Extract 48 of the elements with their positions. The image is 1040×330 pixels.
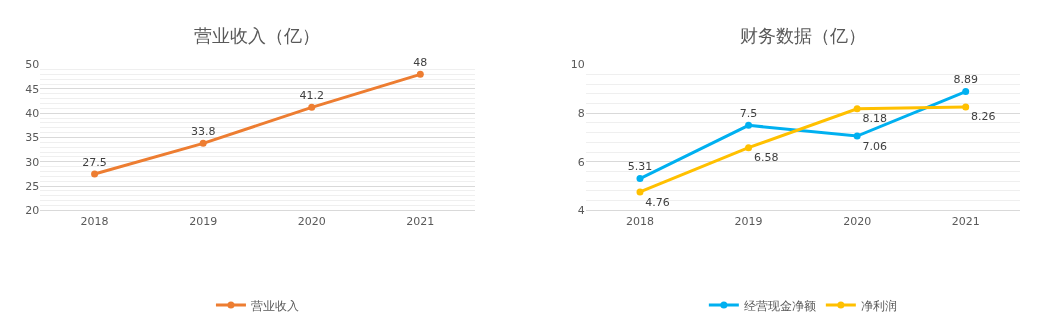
data-label: 8.26 [971,110,996,124]
data-label: 27.5 [82,155,107,169]
y-tick-label: 30 [25,155,40,169]
y-tick-label: 6 [577,155,585,169]
y-tick-label: 35 [25,131,40,145]
point [416,70,424,78]
legend-label: 净利润 [860,298,897,313]
point [636,188,644,196]
point [199,139,207,147]
x-tick-label: 2021 [951,214,980,228]
y-tick-label: 10 [570,58,585,72]
point [91,170,99,178]
data-label: 8.18 [862,112,888,126]
point [308,103,316,111]
data-label: 7.06 [862,139,888,153]
y-tick-label: 50 [25,58,40,72]
data-label: 4.76 [645,195,670,209]
x-tick-label: 2018 [625,214,654,228]
x-tick-label: 2020 [297,214,326,228]
point [962,103,970,111]
x-tick-label: 2019 [189,214,218,228]
chart-title: 财务数据（亿） [740,25,866,46]
x-tick-label: 2021 [406,214,435,228]
data-label: 8.89 [953,73,978,87]
x-tick-label: 2018 [80,214,109,228]
y-tick-label: 45 [25,82,40,96]
x-tick-label: 2019 [734,214,763,228]
chart-title: 营业收入（亿） [194,25,320,46]
point [636,175,644,183]
data-label: 5.31 [627,160,653,174]
point [745,121,753,129]
point [962,88,970,96]
y-tick-label: 25 [25,179,40,193]
point [853,105,861,113]
y-tick-label: 4 [577,204,585,218]
y-tick-label: 40 [25,107,40,121]
legend-label: 营业收入 [250,298,299,313]
legend-label: 经营现金净额 [743,298,816,313]
data-label: 41.2 [299,89,324,103]
x-tick-label: 2020 [843,214,872,228]
y-tick-label: 20 [25,204,40,218]
data-label: 7.5 [739,107,758,121]
data-label: 48 [413,56,428,70]
point [853,132,861,140]
point [745,144,753,152]
data-label: 6.58 [753,151,779,165]
data-label: 33.8 [190,125,216,139]
y-tick-label: 8 [577,107,585,121]
